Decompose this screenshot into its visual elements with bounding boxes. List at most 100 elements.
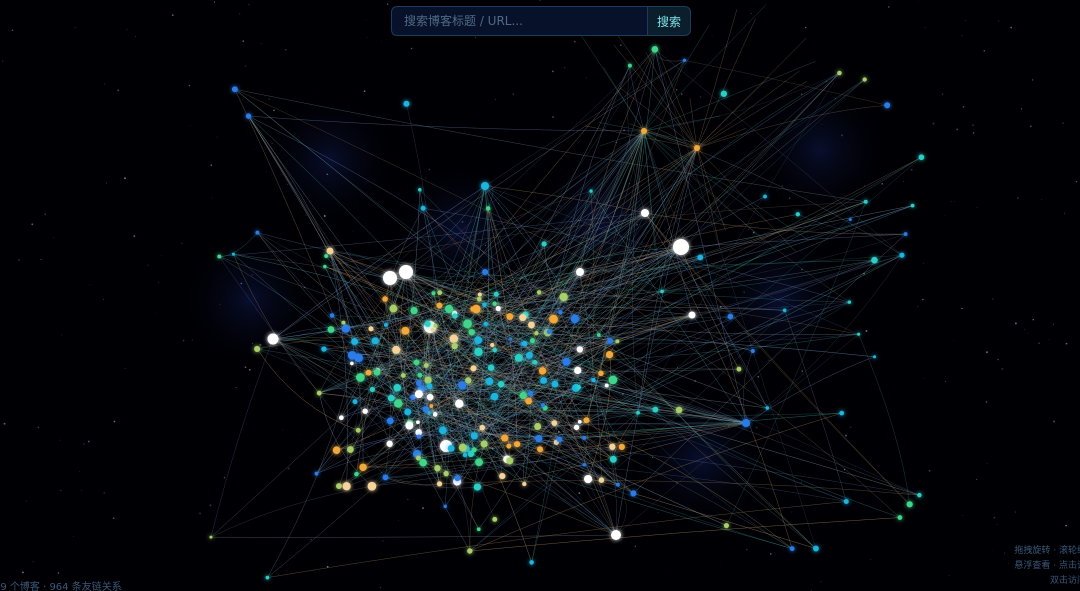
graph-node[interactable] <box>434 465 441 472</box>
graph-node[interactable] <box>519 313 527 322</box>
graph-node[interactable] <box>551 420 558 426</box>
graph-node[interactable] <box>509 337 513 341</box>
graph-node[interactable] <box>436 302 443 309</box>
graph-node[interactable] <box>352 399 358 405</box>
graph-node[interactable] <box>476 527 481 532</box>
graph-node[interactable] <box>413 359 420 366</box>
graph-node[interactable] <box>342 482 351 491</box>
graph-node[interactable] <box>540 402 545 407</box>
graph-node[interactable] <box>576 268 584 276</box>
graph-node[interactable] <box>458 443 467 452</box>
graph-node[interactable] <box>417 372 423 378</box>
graph-node[interactable] <box>255 230 260 235</box>
graph-node[interactable] <box>608 375 618 385</box>
graph-node[interactable] <box>451 342 458 350</box>
graph-node[interactable] <box>546 329 552 335</box>
graph-node[interactable] <box>573 424 580 431</box>
graph-node[interactable] <box>813 545 819 552</box>
graph-node[interactable] <box>474 347 483 357</box>
graph-node[interactable] <box>549 314 558 324</box>
graph-node[interactable] <box>763 194 767 199</box>
graph-node[interactable] <box>493 291 499 297</box>
graph-node[interactable] <box>231 252 235 256</box>
graph-node[interactable] <box>367 481 377 491</box>
graph-node[interactable] <box>871 256 878 264</box>
graph-node[interactable] <box>443 504 447 509</box>
graph-node[interactable] <box>371 337 379 345</box>
graph-node[interactable] <box>501 434 509 442</box>
graph-node[interactable] <box>445 304 454 314</box>
graph-node[interactable] <box>245 113 252 119</box>
graph-node[interactable] <box>472 304 481 314</box>
graph-node[interactable] <box>897 515 903 520</box>
graph-node[interactable] <box>420 205 426 211</box>
graph-node[interactable] <box>652 406 659 413</box>
graph-node[interactable] <box>630 490 637 497</box>
graph-node[interactable] <box>605 350 614 359</box>
graph-node[interactable] <box>341 324 350 333</box>
graph-node[interactable] <box>432 412 438 417</box>
graph-node[interactable] <box>536 290 542 295</box>
graph-node[interactable] <box>789 546 795 552</box>
graph-node[interactable] <box>839 410 845 416</box>
graph-node[interactable] <box>513 441 521 448</box>
graph-node[interactable] <box>660 289 664 294</box>
graph-node[interactable] <box>386 417 394 425</box>
graph-node[interactable] <box>636 410 640 415</box>
graph-node[interactable] <box>534 423 542 430</box>
graph-node[interactable] <box>607 337 614 344</box>
graph-node[interactable] <box>362 408 368 414</box>
graph-node[interactable] <box>506 313 514 320</box>
graph-node[interactable] <box>417 187 422 192</box>
graph-node[interactable] <box>231 86 238 93</box>
graph-node[interactable] <box>410 307 418 315</box>
graph-node[interactable] <box>742 419 750 427</box>
graph-node[interactable] <box>598 477 605 483</box>
graph-node[interactable] <box>373 368 381 376</box>
graph-node[interactable] <box>473 483 482 491</box>
graph-node[interactable] <box>616 482 620 487</box>
graph-node[interactable] <box>415 429 422 436</box>
graph-node[interactable] <box>872 355 877 359</box>
graph-node[interactable] <box>697 254 704 261</box>
graph-node[interactable] <box>558 310 563 315</box>
graph-node[interactable] <box>217 254 222 259</box>
graph-node[interactable] <box>462 452 468 458</box>
graph-node[interactable] <box>332 446 341 454</box>
graph-node[interactable] <box>400 373 406 378</box>
graph-node[interactable] <box>525 351 533 359</box>
graph-node[interactable] <box>688 311 696 319</box>
graph-node[interactable] <box>495 305 501 312</box>
graph-node[interactable] <box>386 440 393 447</box>
graph-node[interactable] <box>416 380 422 386</box>
graph-node[interactable] <box>476 296 482 302</box>
graph-node[interactable] <box>365 369 372 376</box>
graph-node[interactable] <box>720 90 728 97</box>
graph-node[interactable] <box>354 353 363 363</box>
graph-node[interactable] <box>727 313 734 320</box>
graph-node[interactable] <box>415 455 421 461</box>
graph-node[interactable] <box>534 331 539 336</box>
graph-node[interactable] <box>383 323 388 327</box>
graph-node[interactable] <box>795 212 801 217</box>
graph-node[interactable] <box>389 304 398 313</box>
graph-node[interactable] <box>351 337 359 345</box>
graph-node[interactable] <box>499 472 506 480</box>
graph-node[interactable] <box>416 420 420 425</box>
graph-node[interactable] <box>474 336 483 345</box>
graph-node[interactable] <box>529 560 534 565</box>
graph-node[interactable] <box>673 239 689 255</box>
graph-node[interactable] <box>492 347 498 353</box>
graph-node[interactable] <box>424 320 431 327</box>
graph-node[interactable] <box>682 58 687 62</box>
graph-node[interactable] <box>467 548 473 554</box>
graph-node[interactable] <box>483 321 488 326</box>
graph-node[interactable] <box>723 522 730 529</box>
graph-node[interactable] <box>356 373 365 382</box>
graph-node[interactable] <box>480 440 488 448</box>
graph-node[interactable] <box>903 232 908 236</box>
graph-node[interactable] <box>627 63 632 68</box>
graph-node[interactable] <box>437 290 443 296</box>
graph-node[interactable] <box>347 446 354 453</box>
